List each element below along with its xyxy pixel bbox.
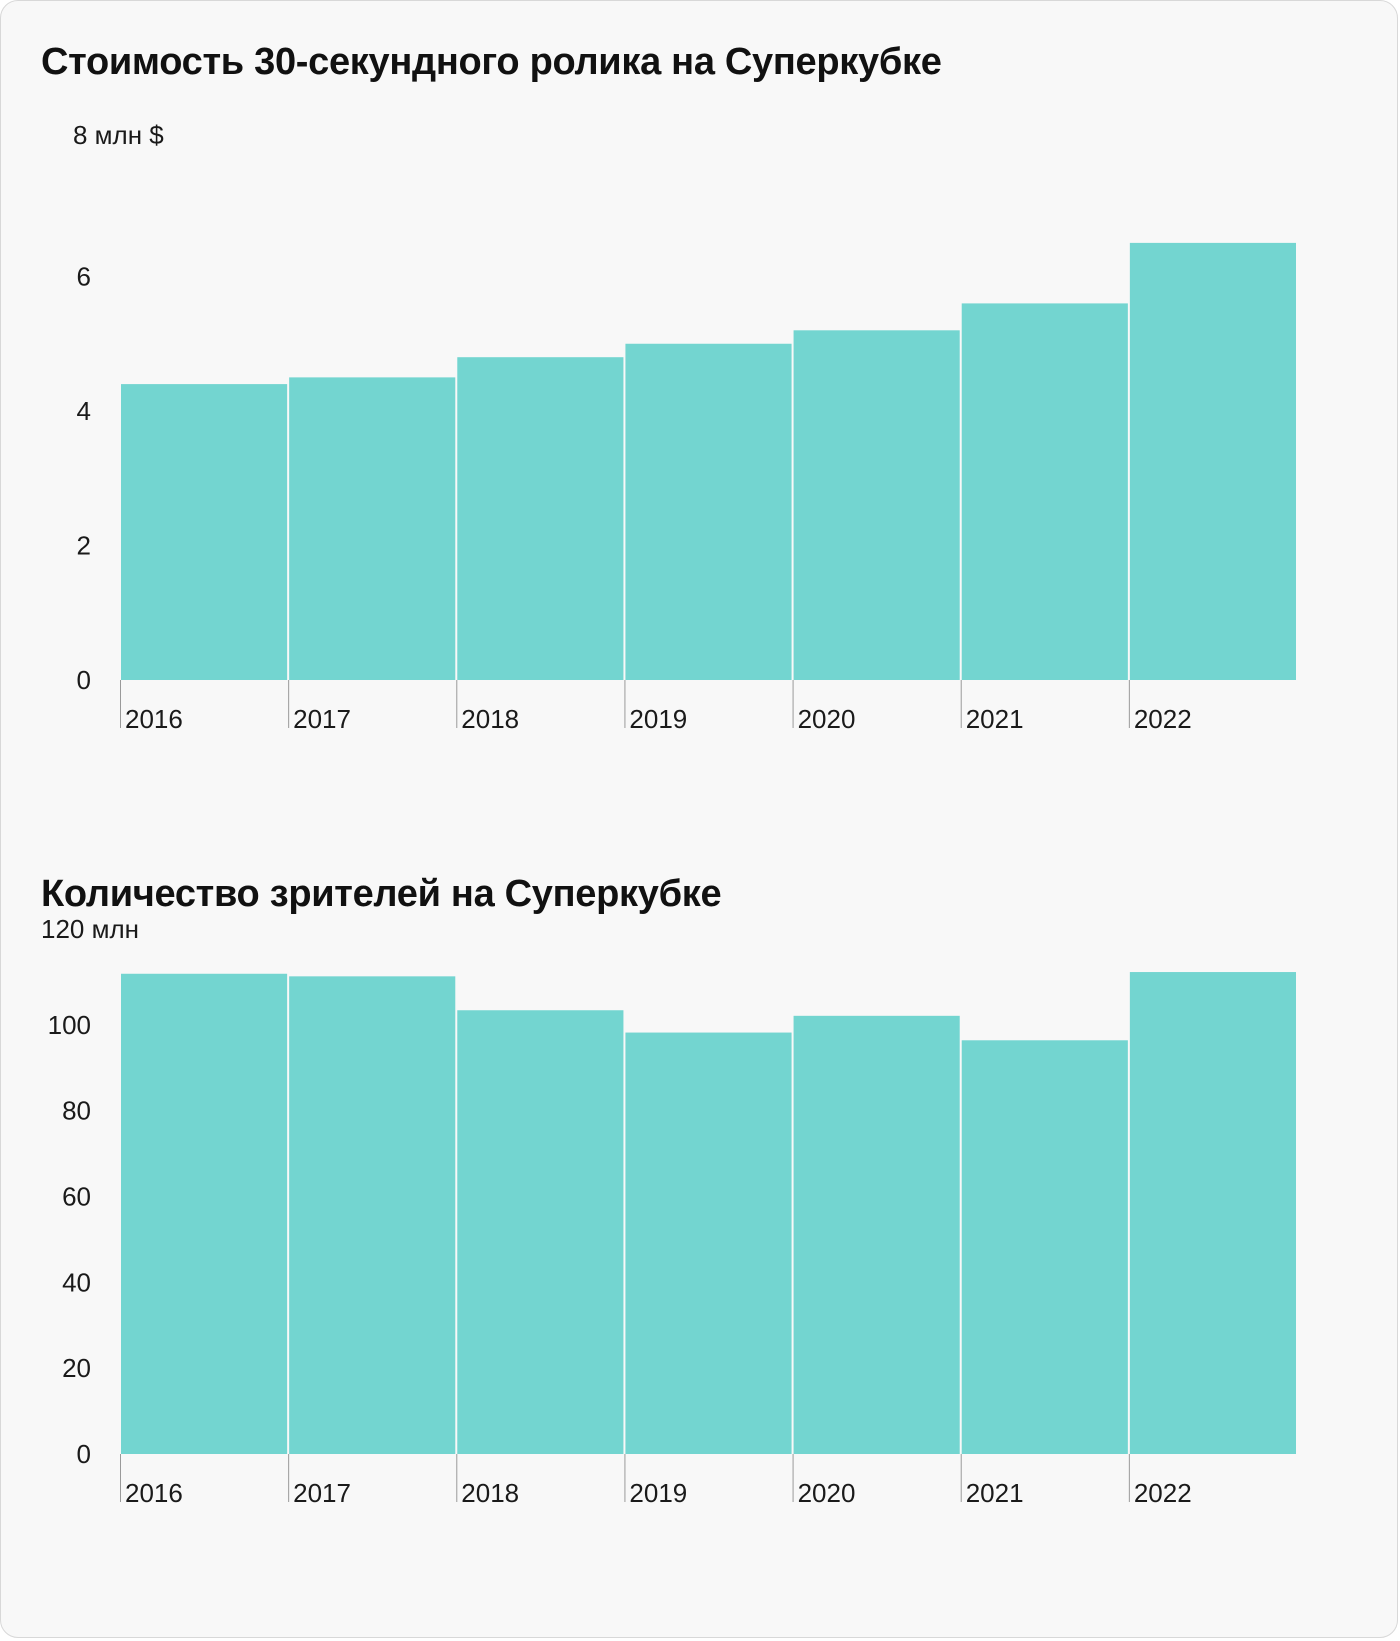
y-tick-label: 40 [62, 1267, 91, 1297]
y-tick-label: 20 [62, 1353, 91, 1383]
bar-2020 [793, 1015, 960, 1454]
x-tick-label-2016: 2016 [125, 1478, 183, 1508]
chart-title-ad-cost: Стоимость 30-секундного ролика на Суперк… [41, 41, 942, 83]
y-axis-unit-label: 120 млн [41, 914, 139, 944]
bar-2018 [457, 1010, 624, 1454]
bar-2021 [961, 303, 1128, 680]
bar-2017 [289, 377, 456, 680]
y-tick-label: 6 [77, 262, 91, 292]
y-tick-label: 0 [77, 665, 91, 695]
y-tick-label: 4 [77, 396, 91, 426]
bar-2019 [625, 1032, 792, 1454]
ad-cost-bar-chart: 8 млн $ 0 2 4 6 2016 2017 2018 2019 2020 2021 2022 [73, 120, 1296, 734]
y-axis-unit-label: 8 млн $ [73, 120, 164, 150]
x-tick-label-2018: 2018 [461, 704, 519, 734]
x-tick-label-2017: 2017 [293, 704, 351, 734]
bar-2019 [625, 343, 792, 680]
bar-2017 [289, 976, 456, 1454]
bar-2016 [121, 973, 288, 1454]
x-tick-label-2022: 2022 [1134, 1478, 1192, 1508]
x-tick-label-2016: 2016 [125, 704, 183, 734]
y-tick-label: 80 [62, 1096, 91, 1126]
bar-2020 [793, 330, 960, 680]
x-tick-label-2018: 2018 [461, 1478, 519, 1508]
bar-2022 [1129, 242, 1296, 680]
bar-2021 [961, 1040, 1128, 1454]
bar-2018 [457, 357, 624, 680]
y-tick-label: 2 [77, 531, 91, 561]
y-tick-label: 60 [62, 1182, 91, 1212]
x-tick-label-2021: 2021 [966, 1478, 1024, 1508]
x-tick-label-2020: 2020 [798, 704, 856, 734]
y-tick-label: 100 [48, 1010, 91, 1040]
chart-title-viewers: Количество зрителей на Суперкубке [41, 873, 722, 915]
x-tick-label-2021: 2021 [966, 704, 1024, 734]
x-tick-label-2020: 2020 [798, 1478, 856, 1508]
x-tick-label-2019: 2019 [629, 1478, 687, 1508]
x-tick-label-2022: 2022 [1134, 704, 1192, 734]
x-tick-label-2019: 2019 [629, 704, 687, 734]
x-tick-label-2017: 2017 [293, 1478, 351, 1508]
bar-2022 [1129, 972, 1296, 1454]
bar-2016 [121, 384, 288, 680]
y-tick-label: 0 [77, 1439, 91, 1469]
